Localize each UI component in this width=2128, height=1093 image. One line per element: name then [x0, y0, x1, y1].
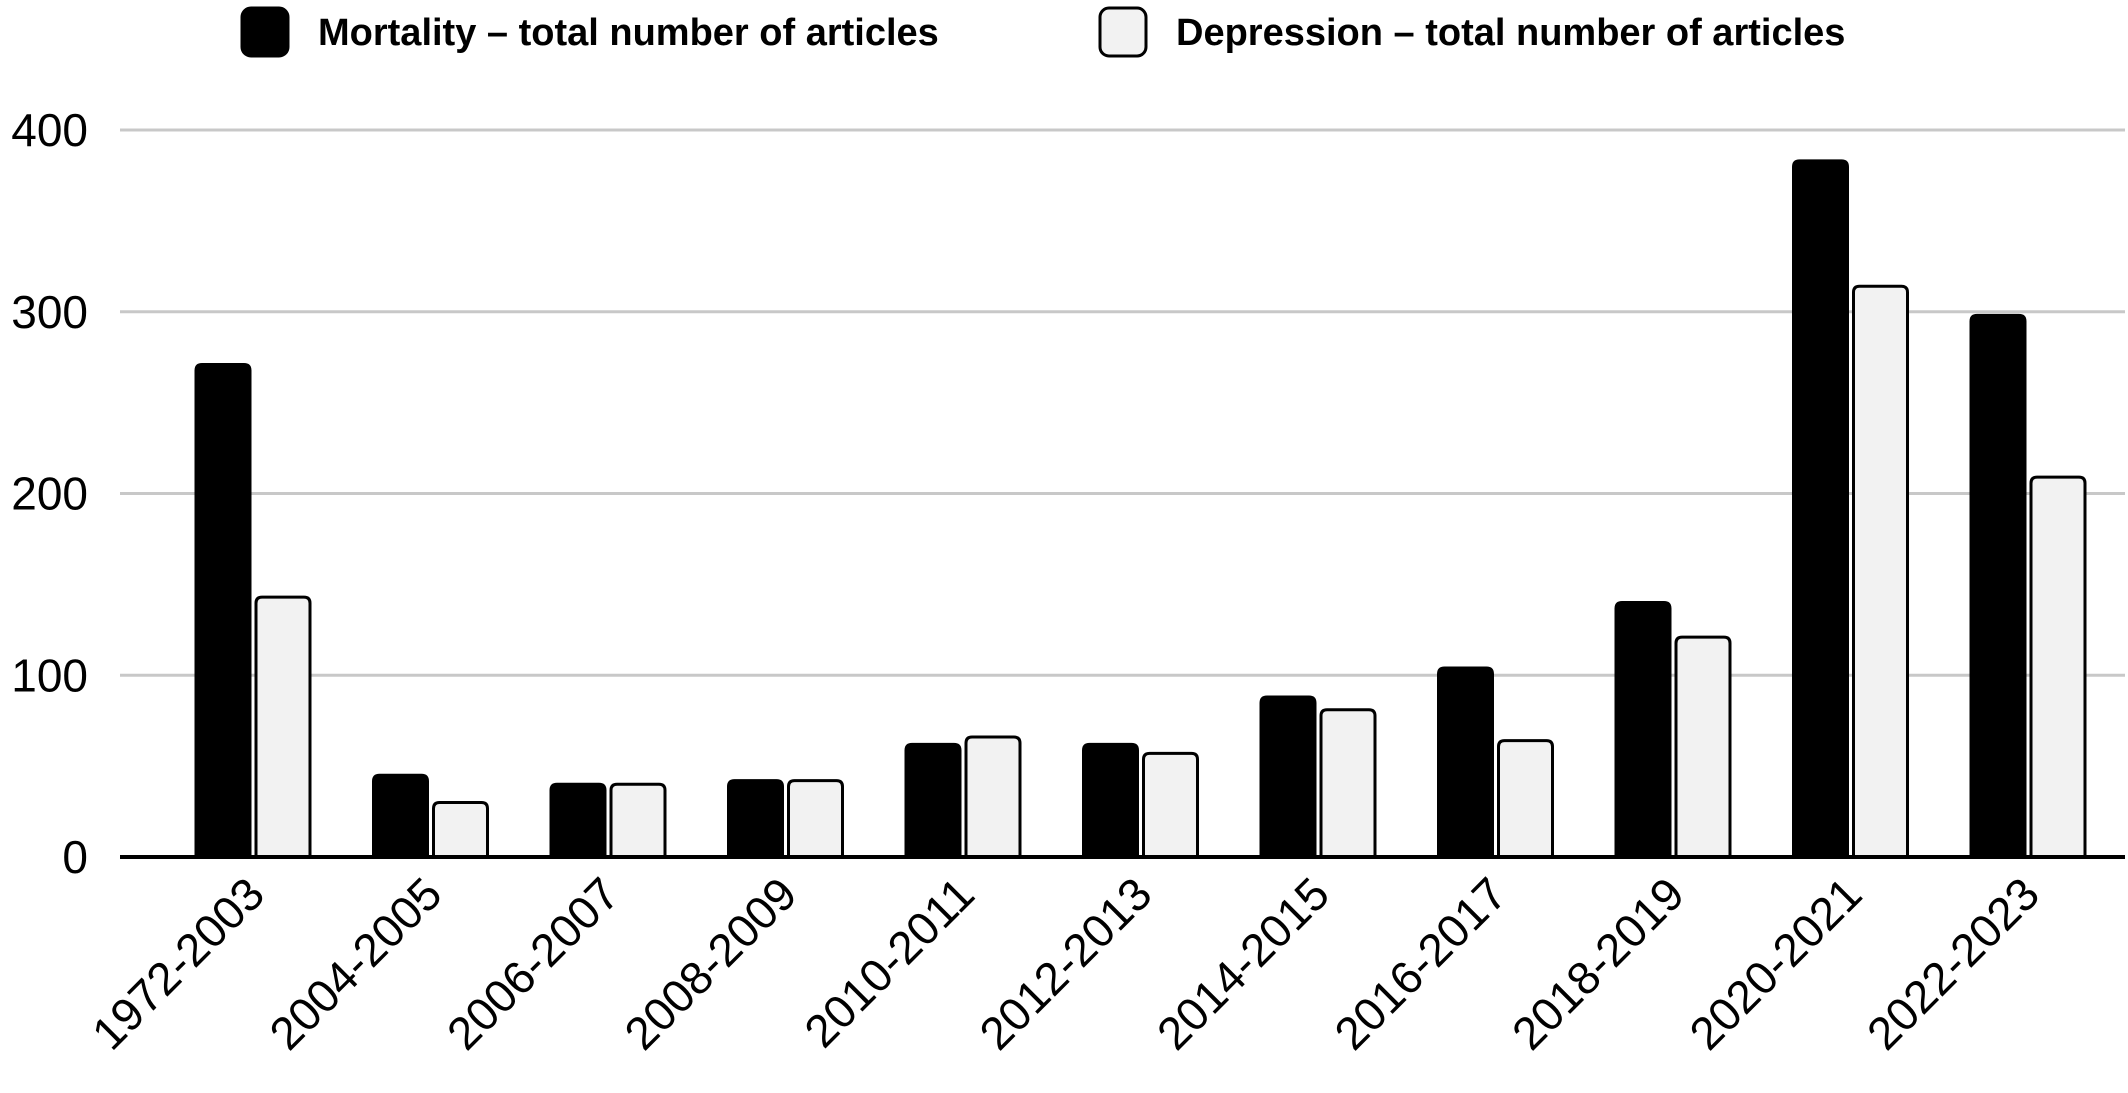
mortality-bar	[1969, 313, 2027, 859]
legend-label-depression: Depression – total number of articles	[1176, 12, 1845, 54]
depression-bar	[254, 595, 312, 859]
mortality-bar	[1082, 742, 1139, 859]
mortality-bar	[1259, 695, 1317, 859]
legend-swatch-depression	[1098, 6, 1148, 58]
y-axis: 0 100 200 300 400	[11, 104, 88, 883]
depression-bar	[1852, 284, 1909, 859]
y-tick-label: 400	[11, 104, 88, 156]
x-tick-label: 2008-2009	[614, 867, 806, 1059]
mortality-bar	[1614, 601, 1672, 859]
x-tick-label: 2004-2005	[259, 867, 451, 1059]
x-tick-label: 2016-2017	[1324, 867, 1516, 1059]
y-tick-label: 100	[11, 649, 88, 701]
depression-bar	[787, 779, 844, 859]
x-tick-label: 2006-2007	[437, 867, 629, 1059]
depression-bar	[1319, 708, 1377, 859]
mortality-bar	[372, 773, 429, 859]
y-tick-label: 300	[11, 286, 88, 338]
x-tick-label: 2010-2011	[794, 867, 984, 1057]
mortality-bar	[904, 742, 962, 859]
depression-bar	[1674, 635, 1732, 859]
mortality-bar	[1437, 666, 1494, 859]
mortality-bar	[1792, 159, 1849, 859]
legend-swatch-mortality	[240, 6, 290, 58]
x-tick-label: 1972-2003	[82, 867, 274, 1059]
x-tick-label: 2020-2021	[1679, 867, 1871, 1059]
mortality-bar	[194, 362, 252, 859]
bars	[194, 159, 2087, 859]
y-tick-label: 0	[62, 831, 88, 883]
gridlines	[120, 128, 2125, 677]
x-axis: 1972-20032004-20052006-20072008-20092010…	[82, 855, 2125, 1060]
x-tick-label: 2012-2013	[969, 867, 1161, 1059]
depression-bar	[964, 735, 1022, 859]
mortality-bar	[549, 782, 607, 859]
legend-label-mortality: Mortality – total number of articles	[318, 12, 939, 54]
legend: Mortality – total number of articles Depr…	[240, 6, 1845, 58]
depression-bar	[609, 782, 667, 859]
depression-bar	[2029, 475, 2087, 859]
depression-bar	[1497, 739, 1554, 859]
y-tick-label: 200	[11, 468, 88, 520]
x-tick-label: 2014-2015	[1147, 867, 1339, 1059]
depression-bar	[432, 800, 489, 859]
x-tick-label: 2022-2023	[1857, 867, 2049, 1059]
mortality-bar	[727, 779, 784, 859]
depression-bar	[1142, 751, 1199, 859]
x-tick-label: 2018-2019	[1502, 867, 1694, 1059]
